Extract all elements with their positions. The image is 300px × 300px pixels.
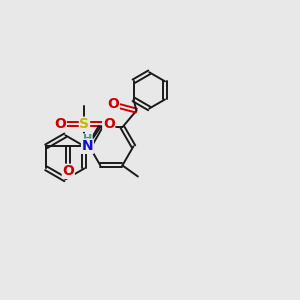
Text: O: O: [62, 164, 74, 178]
Text: N: N: [82, 139, 93, 153]
Text: O: O: [103, 117, 115, 131]
Text: S: S: [80, 117, 89, 131]
Text: H: H: [83, 134, 92, 144]
Text: O: O: [54, 117, 66, 131]
Text: O: O: [107, 98, 119, 111]
